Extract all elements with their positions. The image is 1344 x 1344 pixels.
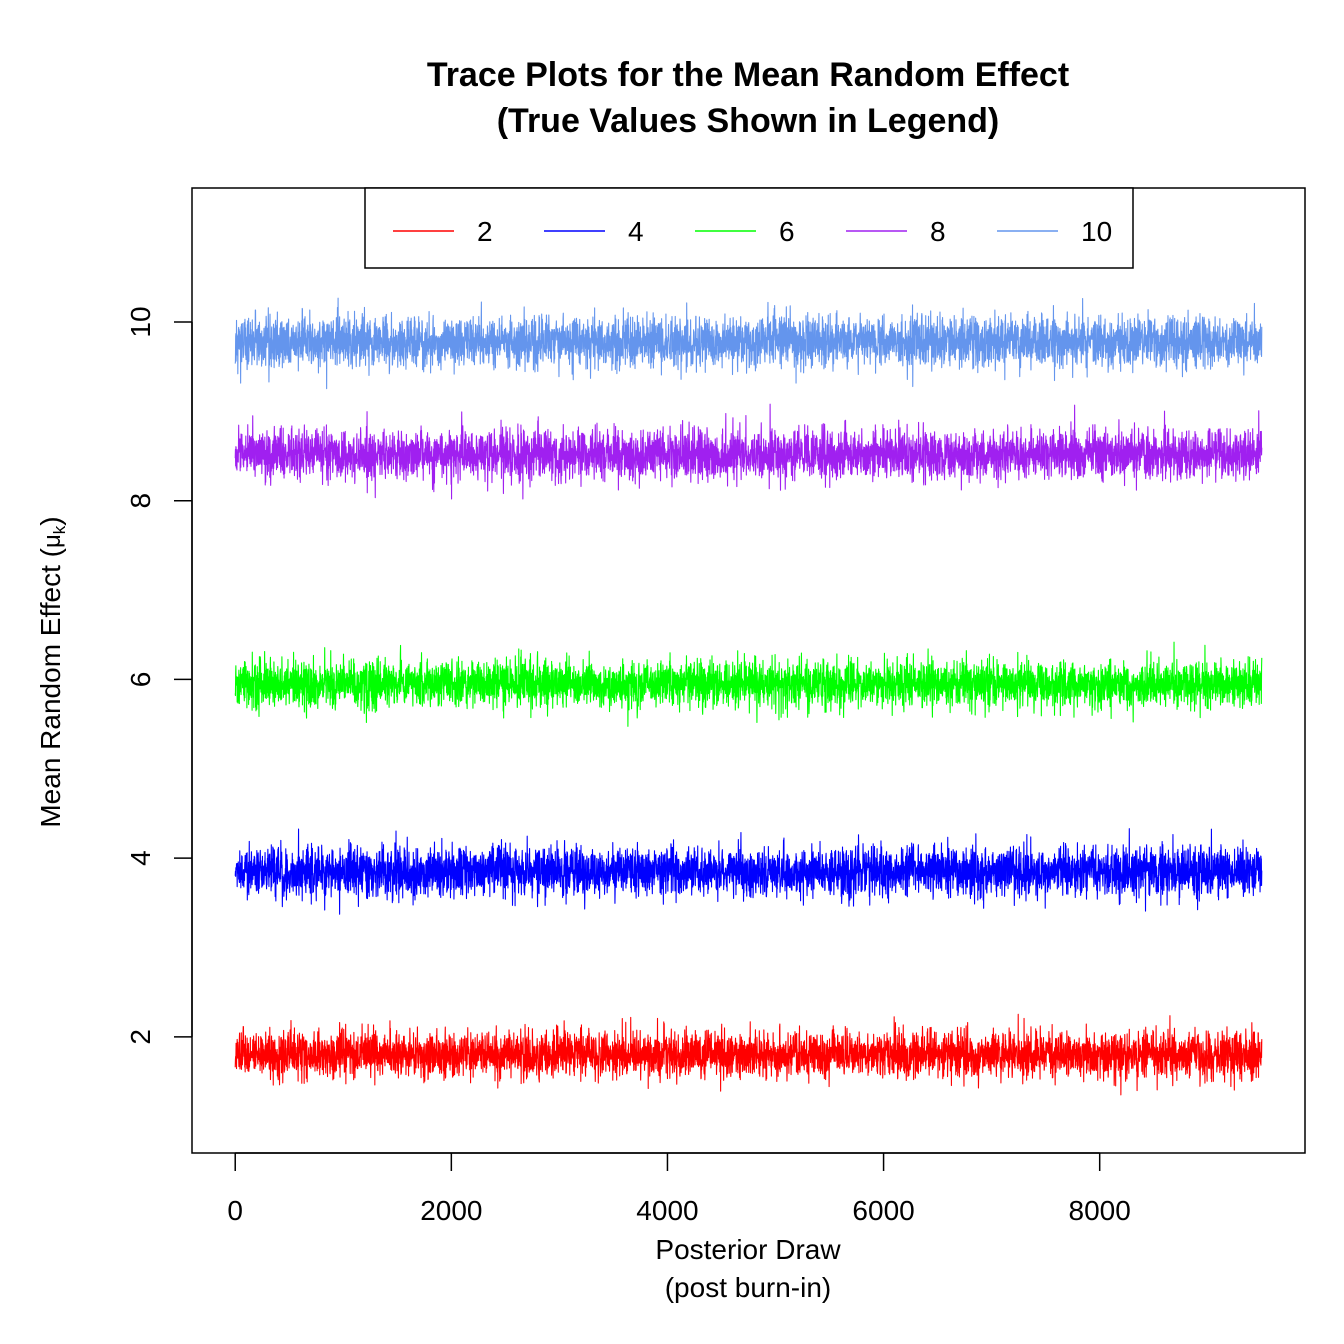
series-layer xyxy=(234,297,1263,1096)
series-4-trace xyxy=(234,828,1263,915)
y-tick-label: 10 xyxy=(125,306,156,337)
legend-label-4: 4 xyxy=(628,216,644,247)
x-tick-label: 4000 xyxy=(636,1195,698,1226)
chart-title: Trace Plots for the Mean Random Effect xyxy=(427,56,1069,94)
legend-label-6: 6 xyxy=(779,216,795,247)
x-axis: 0 2000 4000 6000 8000 xyxy=(227,1152,1131,1226)
y-axis-label: Mean Random Effect (μk) xyxy=(35,516,69,827)
y-axis-label-symbol: μ xyxy=(39,534,66,548)
y-axis-label-subscript: k xyxy=(50,525,69,534)
legend-label-8: 8 xyxy=(930,216,946,247)
series-8-trace xyxy=(234,403,1263,500)
chart-subtitle: (True Values Shown in Legend) xyxy=(497,102,1000,140)
x-axis-label-line2: (post burn-in) xyxy=(665,1272,832,1303)
x-tick-label: 6000 xyxy=(852,1195,914,1226)
legend-box xyxy=(364,187,1134,269)
series-10-trace xyxy=(234,297,1263,390)
y-tick-label: 2 xyxy=(125,1029,156,1045)
legend: 2 4 6 8 10 xyxy=(364,187,1134,269)
x-tick-label: 2000 xyxy=(420,1195,482,1226)
y-axis-label-text: Mean Random Effect ( xyxy=(35,547,66,827)
y-tick-label: 4 xyxy=(125,850,156,866)
y-axis: 2 4 6 8 10 xyxy=(125,306,193,1045)
x-tick-label: 0 xyxy=(227,1195,243,1226)
legend-label-10: 10 xyxy=(1081,216,1112,247)
legend-label-2: 2 xyxy=(477,216,493,247)
x-axis-label: Posterior Draw xyxy=(655,1234,841,1265)
y-tick-label: 8 xyxy=(125,493,156,509)
x-tick-label: 8000 xyxy=(1069,1195,1131,1226)
y-tick-label: 6 xyxy=(125,672,156,688)
y-axis-label-close: ) xyxy=(35,516,66,525)
series-6-trace xyxy=(234,641,1263,727)
series-2-trace xyxy=(234,1013,1263,1096)
